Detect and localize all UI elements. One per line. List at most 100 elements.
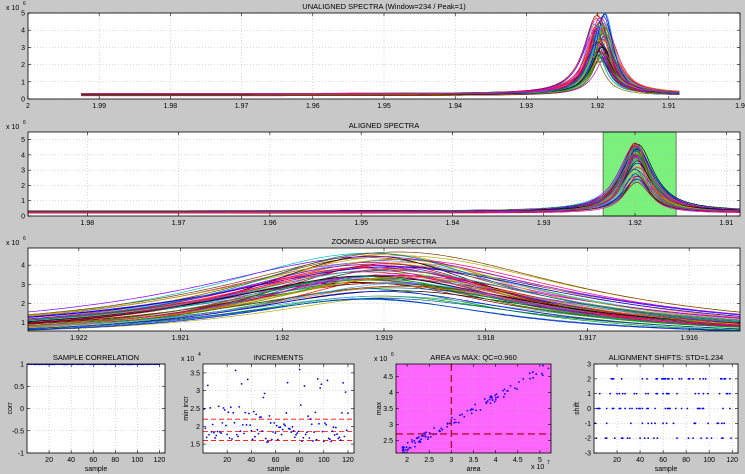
y-tick-label: 1 xyxy=(587,391,591,398)
data-point xyxy=(612,407,615,410)
axes-frame xyxy=(27,131,741,217)
y-tick-label: 5 xyxy=(21,11,25,18)
data-point xyxy=(332,426,335,429)
data-point xyxy=(264,437,267,440)
data-point xyxy=(344,391,347,393)
data-point xyxy=(411,440,414,443)
data-point xyxy=(220,432,223,435)
data-point xyxy=(440,427,443,430)
data-point xyxy=(653,437,655,440)
data-point xyxy=(705,437,708,440)
data-point xyxy=(717,422,720,425)
x-tick-label: 1.91 xyxy=(719,220,733,227)
series-line xyxy=(28,251,740,316)
x-axis-label: area xyxy=(466,466,480,473)
data-point xyxy=(686,407,689,410)
data-point xyxy=(336,433,338,436)
data-point xyxy=(216,430,219,433)
y-exponent-label: x 10 xyxy=(6,240,19,247)
data-point xyxy=(493,400,496,403)
data-point xyxy=(722,407,724,410)
y-tick-label: 1 xyxy=(21,198,25,205)
data-point xyxy=(325,423,328,426)
data-point xyxy=(470,408,473,411)
y-tick-label: 4 xyxy=(21,263,25,270)
data-point xyxy=(497,396,499,398)
data-point xyxy=(635,392,638,395)
data-point xyxy=(407,448,409,451)
data-point xyxy=(438,430,441,432)
data-point xyxy=(650,422,653,425)
data-point xyxy=(656,437,659,440)
data-point xyxy=(301,440,303,443)
x-tick-label: 1.93 xyxy=(537,220,551,227)
x-tick-label: 1.916 xyxy=(680,335,698,342)
x-tick-label: 60 xyxy=(659,457,667,464)
x-tick-label: 1.93 xyxy=(520,103,534,110)
data-point xyxy=(446,425,448,428)
chart-title: ZOOMED ALIGNED SPECTRA xyxy=(331,237,436,246)
data-point xyxy=(249,424,252,426)
data-point xyxy=(417,440,420,443)
data-point xyxy=(304,433,307,436)
data-point xyxy=(656,392,659,395)
data-point xyxy=(702,407,705,410)
data-point xyxy=(621,437,624,440)
y-tick-label: 2 xyxy=(21,301,25,308)
y-tick-label: 3 xyxy=(21,282,25,289)
data-point xyxy=(489,396,492,399)
plot-marks xyxy=(28,251,740,331)
x-tick-label: 120 xyxy=(726,457,738,464)
data-point xyxy=(669,407,671,410)
chart-title: UNALIGNED SPECTRA (Window=234 / Peak=1) xyxy=(302,2,466,11)
data-point xyxy=(647,392,650,395)
data-point xyxy=(605,437,608,440)
data-point xyxy=(261,430,264,432)
x-tick-label: 20 xyxy=(45,457,53,464)
x-tick-label: 100 xyxy=(318,457,330,464)
data-point xyxy=(273,422,276,424)
data-point xyxy=(209,407,212,409)
data-point xyxy=(424,435,427,438)
x-tick-label: 1.97 xyxy=(235,103,249,110)
x-tick-label: 2 xyxy=(405,457,409,464)
data-point xyxy=(337,437,340,440)
data-point xyxy=(700,437,703,440)
data-point xyxy=(237,435,239,438)
series-line xyxy=(28,182,740,213)
data-point xyxy=(680,407,683,410)
data-point xyxy=(223,409,226,411)
data-point xyxy=(459,414,461,417)
data-point xyxy=(270,438,273,441)
data-point xyxy=(490,397,493,399)
data-point xyxy=(542,364,545,367)
data-point xyxy=(641,407,644,410)
data-point xyxy=(284,424,287,427)
data-point xyxy=(687,437,690,440)
series-line xyxy=(28,276,740,327)
data-point xyxy=(252,410,255,413)
data-point xyxy=(472,408,474,411)
data-point xyxy=(326,379,329,382)
data-point xyxy=(730,437,732,440)
data-point xyxy=(406,441,409,444)
x-tick-label: 120 xyxy=(154,457,166,464)
data-point xyxy=(275,424,278,427)
y-axis-label: min incr xyxy=(183,396,190,421)
data-point xyxy=(619,407,622,410)
data-point xyxy=(215,434,218,437)
x-tick-label: 60 xyxy=(89,457,97,464)
data-point xyxy=(283,423,285,426)
data-point xyxy=(345,429,348,432)
data-point xyxy=(313,431,316,433)
data-point xyxy=(612,377,615,380)
y-exponent-power: 6 xyxy=(23,120,26,126)
data-point xyxy=(303,385,306,387)
data-point xyxy=(702,377,705,380)
x-tick-label: 20 xyxy=(613,457,621,464)
x-tick-label: 1.99 xyxy=(92,103,106,110)
data-point xyxy=(214,437,216,439)
data-point xyxy=(425,431,427,434)
data-point xyxy=(639,407,641,410)
data-point xyxy=(235,433,238,436)
